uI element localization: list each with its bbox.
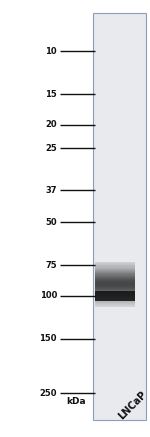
Bar	[95, 288, 135, 289]
Text: 25: 25	[45, 144, 57, 153]
Bar	[95, 284, 135, 286]
Bar	[95, 294, 135, 295]
Bar	[95, 276, 135, 277]
Bar	[95, 299, 135, 300]
Bar	[95, 281, 135, 282]
Bar	[95, 290, 135, 291]
Bar	[95, 292, 135, 294]
Bar	[93, 13, 146, 420]
Bar	[95, 282, 135, 284]
Bar	[95, 300, 135, 302]
Bar	[95, 274, 135, 276]
Bar	[95, 304, 135, 305]
Bar	[95, 297, 135, 298]
Bar	[95, 265, 135, 267]
Bar	[95, 279, 135, 280]
Text: LNCaP: LNCaP	[117, 390, 149, 422]
Text: 10: 10	[45, 47, 57, 55]
Bar	[95, 295, 135, 296]
Bar	[95, 264, 135, 265]
Bar	[95, 267, 135, 269]
Text: 37: 37	[45, 186, 57, 194]
Bar	[95, 291, 135, 292]
Bar	[95, 262, 135, 263]
Bar	[95, 286, 135, 287]
Text: 150: 150	[39, 334, 57, 343]
Text: kDa: kDa	[66, 397, 85, 406]
Bar	[95, 272, 135, 273]
Text: 100: 100	[40, 291, 57, 300]
Bar	[95, 306, 135, 307]
Text: 15: 15	[45, 90, 57, 99]
Bar	[95, 269, 135, 270]
Bar	[95, 273, 135, 274]
Bar	[95, 270, 135, 271]
Text: 20: 20	[45, 120, 57, 129]
Bar	[95, 287, 135, 288]
Bar	[95, 277, 135, 278]
Bar	[95, 302, 135, 303]
Text: 75: 75	[45, 261, 57, 270]
Bar	[95, 303, 135, 304]
Bar	[95, 291, 135, 301]
Bar	[95, 278, 135, 279]
Bar	[95, 280, 135, 281]
Bar	[95, 289, 135, 290]
Bar	[95, 271, 135, 272]
Text: 50: 50	[45, 218, 57, 227]
Bar	[95, 296, 135, 297]
Bar	[95, 263, 135, 264]
Bar	[95, 305, 135, 306]
Text: 250: 250	[39, 389, 57, 398]
Bar	[95, 298, 135, 299]
